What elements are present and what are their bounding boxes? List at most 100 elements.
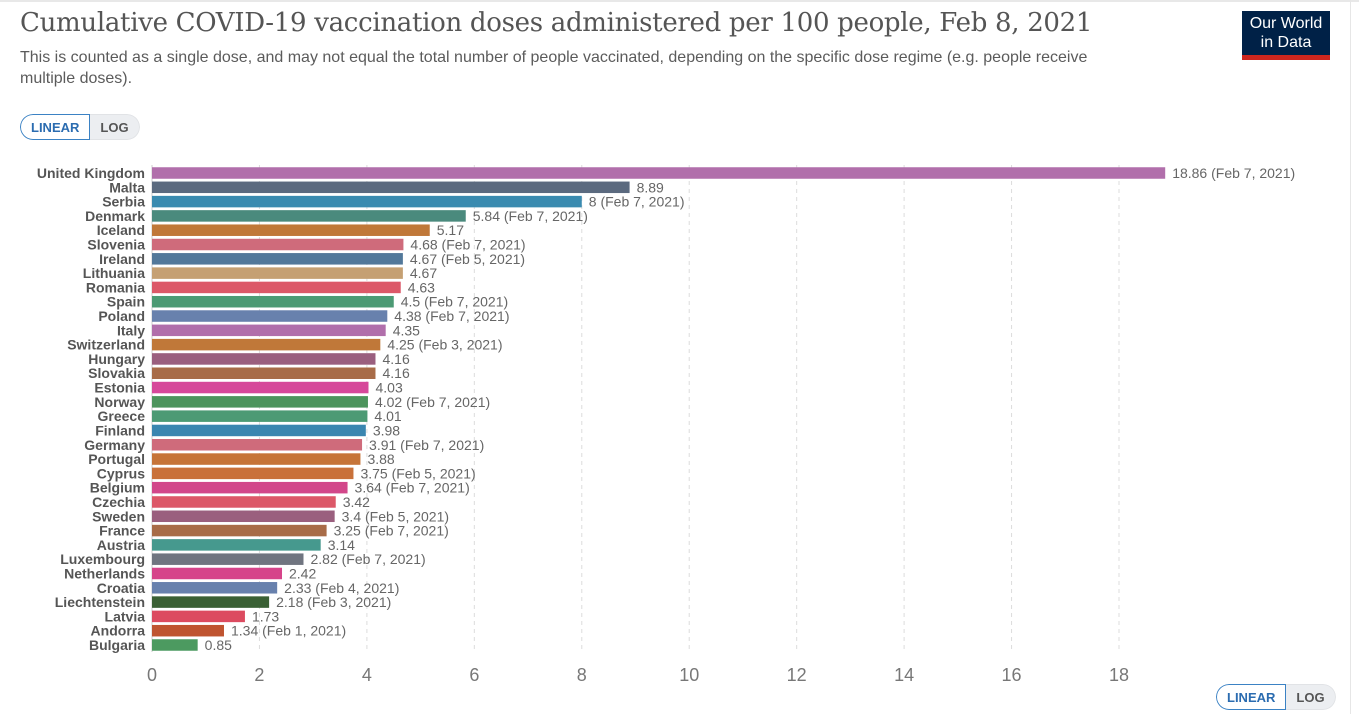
value-label: 1.34 (Feb 1, 2021) bbox=[231, 623, 346, 639]
category-label: Switzerland bbox=[67, 337, 145, 353]
value-label: 3.25 (Feb 7, 2021) bbox=[334, 523, 449, 539]
scale-toggle-top: LINEAR LOG bbox=[20, 114, 140, 140]
value-label: 0.85 bbox=[205, 637, 232, 653]
bar[interactable] bbox=[152, 539, 321, 551]
value-label: 3.91 (Feb 7, 2021) bbox=[369, 437, 484, 453]
category-label: Netherlands bbox=[64, 565, 145, 581]
value-label: 4.16 bbox=[382, 351, 409, 367]
chart-title: Cumulative COVID-19 vaccination doses ad… bbox=[20, 8, 1093, 38]
bar[interactable] bbox=[152, 324, 386, 337]
category-label: Czechia bbox=[92, 494, 145, 510]
bar[interactable] bbox=[152, 453, 361, 465]
x-axis-ticks: 0 2 4 6 8 10 12 14 16 18 bbox=[147, 665, 1129, 685]
bar[interactable] bbox=[152, 338, 381, 351]
category-label: Hungary bbox=[88, 351, 145, 367]
category-label: Luxembourg bbox=[60, 551, 145, 567]
value-label: 4.25 (Feb 3, 2021) bbox=[387, 337, 502, 353]
value-label: 4.5 (Feb 7, 2021) bbox=[401, 294, 508, 310]
value-label: 4.68 (Feb 7, 2021) bbox=[410, 237, 525, 253]
bar[interactable] bbox=[152, 253, 403, 265]
logo-line-1: Our World bbox=[1249, 15, 1323, 32]
category-label: Iceland bbox=[97, 222, 145, 238]
scale-toggle-bottom: LINEAR LOG bbox=[1216, 684, 1336, 710]
category-label: Denmark bbox=[85, 208, 145, 224]
category-label: Malta bbox=[109, 179, 145, 195]
bar[interactable] bbox=[152, 639, 198, 651]
bar[interactable] bbox=[152, 396, 368, 408]
x-tick-label: 10 bbox=[679, 665, 699, 685]
x-tick-label: 4 bbox=[362, 665, 372, 685]
bar[interactable] bbox=[152, 381, 369, 394]
bar[interactable] bbox=[152, 510, 335, 523]
category-label: Sweden bbox=[92, 508, 145, 524]
bar[interactable] bbox=[152, 410, 368, 422]
bar[interactable] bbox=[152, 524, 327, 537]
x-tick-label: 16 bbox=[1002, 665, 1022, 685]
category-label: Cyprus bbox=[97, 465, 145, 481]
bar[interactable] bbox=[152, 224, 430, 236]
value-label: 2.33 (Feb 4, 2021) bbox=[284, 580, 399, 596]
category-label: Portugal bbox=[88, 451, 145, 467]
category-label: France bbox=[99, 523, 145, 539]
bar[interactable] bbox=[152, 481, 348, 494]
bar[interactable] bbox=[152, 610, 245, 623]
x-tick-label: 18 bbox=[1109, 665, 1129, 685]
category-label: Liechtenstein bbox=[55, 594, 145, 610]
value-label: 4.16 bbox=[382, 365, 409, 381]
logo-accent-bar bbox=[1242, 55, 1330, 60]
category-label: Greece bbox=[98, 408, 146, 424]
bar[interactable] bbox=[152, 353, 376, 365]
bar[interactable] bbox=[152, 624, 224, 637]
bar[interactable] bbox=[152, 181, 630, 194]
category-label: Ireland bbox=[99, 251, 145, 267]
log-scale-button-bottom[interactable]: LOG bbox=[1286, 684, 1336, 710]
x-tick-label: 0 bbox=[147, 665, 157, 685]
value-label: 3.88 bbox=[367, 451, 394, 467]
category-label: Lithuania bbox=[83, 265, 145, 281]
value-label: 8 (Feb 7, 2021) bbox=[589, 194, 685, 210]
category-label: Italy bbox=[117, 322, 145, 338]
linear-scale-button-top[interactable]: LINEAR bbox=[20, 114, 91, 140]
category-label: Andorra bbox=[91, 623, 146, 639]
bar[interactable] bbox=[152, 310, 388, 322]
bar[interactable] bbox=[152, 267, 403, 279]
bar[interactable] bbox=[152, 553, 304, 565]
category-label: Finland bbox=[95, 422, 145, 438]
logo-line-2: in Data bbox=[1260, 34, 1312, 51]
log-scale-button-top[interactable]: LOG bbox=[90, 114, 140, 140]
category-label: Romania bbox=[86, 279, 145, 295]
bar[interactable] bbox=[152, 167, 1166, 179]
value-label: 4.35 bbox=[393, 322, 420, 338]
bar[interactable] bbox=[152, 281, 401, 294]
right-border bbox=[1350, 0, 1351, 714]
bar[interactable] bbox=[152, 210, 466, 222]
bar[interactable] bbox=[152, 567, 283, 580]
value-label: 8.89 bbox=[637, 179, 664, 195]
x-tick-label: 6 bbox=[469, 665, 479, 685]
value-label: 1.73 bbox=[252, 608, 279, 624]
bar[interactable] bbox=[152, 295, 394, 308]
bar[interactable] bbox=[152, 424, 366, 437]
linear-scale-button-bottom[interactable]: LINEAR bbox=[1216, 684, 1287, 710]
bar[interactable] bbox=[152, 596, 270, 608]
value-label: 2.82 (Feb 7, 2021) bbox=[310, 551, 425, 567]
category-label: Poland bbox=[98, 308, 145, 324]
owid-logo[interactable]: Our World in Data bbox=[1242, 11, 1330, 60]
bar[interactable] bbox=[152, 467, 354, 480]
bar[interactable] bbox=[152, 496, 336, 508]
category-label: Slovenia bbox=[87, 237, 145, 253]
bar[interactable] bbox=[152, 367, 376, 379]
value-label: 4.01 bbox=[374, 408, 401, 424]
category-labels: United KingdomMaltaSerbiaDenmarkIcelandS… bbox=[37, 165, 145, 653]
bar[interactable] bbox=[152, 238, 404, 251]
category-label: Estonia bbox=[94, 380, 145, 396]
x-tick-label: 2 bbox=[254, 665, 264, 685]
category-label: Belgium bbox=[90, 480, 145, 496]
bar[interactable] bbox=[152, 582, 278, 594]
bar[interactable] bbox=[152, 195, 582, 208]
category-label: Slovakia bbox=[88, 365, 145, 381]
value-label: 5.84 (Feb 7, 2021) bbox=[473, 208, 588, 224]
value-label: 2.42 bbox=[289, 565, 316, 581]
bar[interactable] bbox=[152, 439, 363, 451]
